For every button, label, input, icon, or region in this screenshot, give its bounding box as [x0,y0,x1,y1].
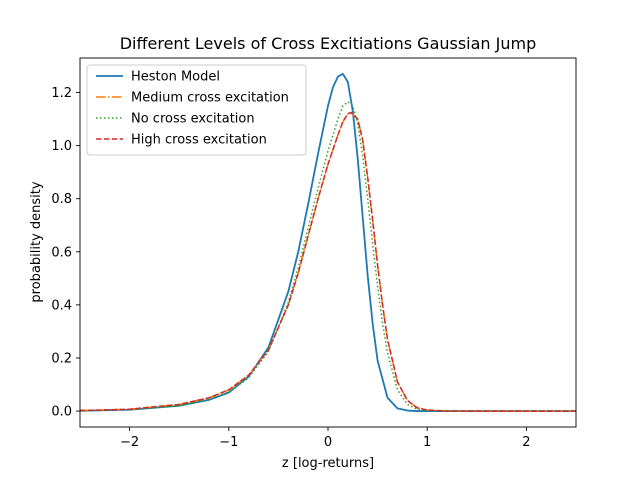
y-tick-label: 1.0 [51,139,72,154]
x-tick-label: 2 [522,435,530,450]
y-axis: 0.0 0.2 0.4 0.6 0.8 1.0 1.2 [51,86,80,420]
y-tick-label: 0.0 [51,405,72,420]
x-tick-label: −1 [219,435,238,450]
plot-area [79,57,577,428]
legend-label-0: Heston Model [131,70,220,85]
legend-label-1: Medium cross excitation [131,91,289,106]
y-tick-label: 1.2 [51,86,72,101]
series-line-3 [80,111,576,412]
x-tick-label: 1 [423,435,431,450]
x-axis: −2 −1 0 1 2 [120,427,531,450]
chart-title: Different Levels of Cross Excitiations G… [120,34,537,53]
legend-label-3: High cross excitation [131,133,267,148]
legend-label-2: No cross excitation [131,112,255,127]
x-axis-label: z [log-returns] [282,456,374,471]
y-tick-label: 0.6 [51,245,72,260]
legend-box [86,64,307,156]
y-axis-label: probability density [29,181,44,302]
y-tick-label: 0.8 [51,192,72,207]
legend: Heston Model Medium cross excitation No cr… [86,64,307,156]
x-tick-label: 0 [324,435,332,450]
y-tick-label: 0.2 [51,351,72,366]
x-tick-label: −2 [120,435,139,450]
series-line-0 [80,73,576,412]
y-tick-label: 0.4 [51,298,72,313]
